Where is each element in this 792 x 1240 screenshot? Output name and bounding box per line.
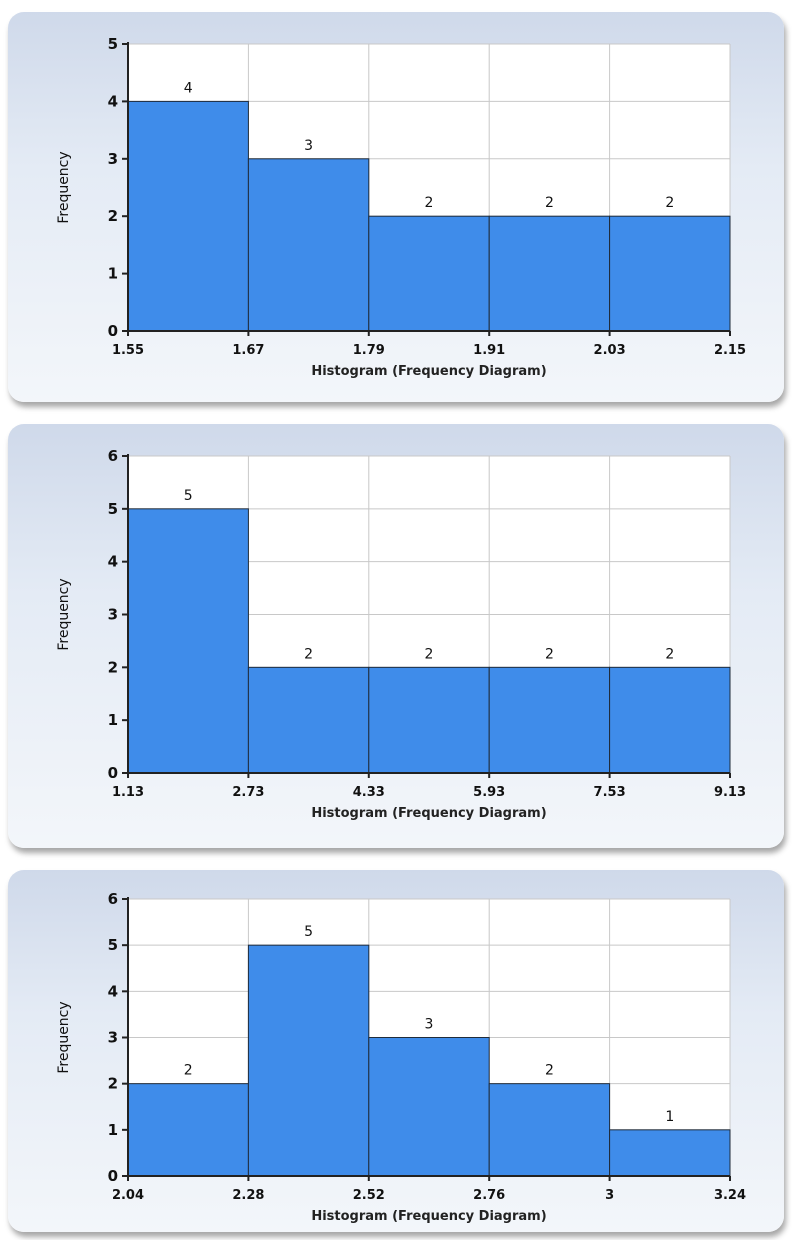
bar-data-label: 2	[425, 646, 434, 662]
x-tick-label: 2.28	[232, 1188, 264, 1203]
y-tick-label: 2	[108, 207, 118, 225]
bar-data-label: 2	[545, 195, 554, 211]
y-tick-label: 2	[108, 658, 118, 676]
x-tick-label: 2.76	[473, 1188, 505, 1203]
y-axis-title: Frequency	[56, 578, 72, 650]
bar-data-label: 5	[184, 488, 193, 504]
histogram-chart-1: 4 3 2 2 2 0 1 2 3 4 5 1.55 1.67 1.79 1.91 2.03 2.15 Histo…	[56, 35, 746, 379]
y-axis-title: Frequency	[56, 151, 72, 223]
bar-data-label: 2	[665, 195, 674, 211]
y-tick-label: 1	[108, 1121, 118, 1139]
bar-data-label: 4	[184, 80, 193, 96]
x-tick-label: 2.15	[714, 343, 746, 358]
x-tick-label: 4.33	[353, 785, 385, 800]
x-tick-label: 5.93	[473, 785, 505, 800]
x-tick-label: 9.13	[714, 785, 746, 800]
y-tick-label: 0	[108, 322, 118, 340]
bar-data-label: 3	[304, 138, 313, 154]
x-tick-label: 1.55	[112, 343, 144, 358]
x-axis-title: Histogram (Frequency Diagram)	[311, 806, 546, 821]
x-tick-label: 1.13	[112, 785, 144, 800]
histogram-bar	[368, 1037, 490, 1177]
y-tick-label: 1	[108, 711, 118, 729]
x-axis-title: Histogram (Frequency Diagram)	[311, 1209, 546, 1224]
y-tick-label: 5	[108, 500, 118, 518]
bar-data-label: 2	[545, 646, 554, 662]
histogram-bar	[127, 100, 249, 332]
y-tick-label: 5	[108, 936, 118, 954]
histogram-bar	[127, 1083, 249, 1177]
y-tick-label: 3	[108, 150, 118, 168]
bar-data-label: 3	[425, 1017, 434, 1033]
histogram-bar	[368, 666, 490, 774]
bar-data-label: 5	[304, 924, 313, 940]
histogram-bar	[488, 1083, 611, 1177]
y-tick-label: 4	[108, 982, 118, 1000]
x-axis-title: Histogram (Frequency Diagram)	[311, 364, 546, 379]
x-tick-label: 3	[605, 1188, 614, 1203]
histogram-bar	[609, 1129, 731, 1177]
histogram-bar	[368, 215, 490, 332]
bar-data-label: 2	[304, 646, 313, 662]
histogram-bar	[609, 666, 731, 774]
y-tick-label: 0	[108, 1167, 118, 1185]
histogram-bar	[488, 215, 611, 332]
x-tick-label: 7.53	[594, 785, 626, 800]
y-tick-label: 4	[108, 92, 118, 110]
histogram-chart-2: 5 2 2 2 2 0 1 2 3 4 5 6 1.13 2.73 4.33 5.93 7.53 9.13 Hist…	[56, 447, 746, 821]
y-tick-label: 3	[108, 606, 118, 624]
histogram-bar	[488, 666, 611, 774]
y-tick-label: 5	[108, 35, 118, 53]
bar-data-label: 2	[184, 1063, 193, 1079]
bar-data-label: 2	[425, 195, 434, 211]
x-tick-label: 2.52	[353, 1188, 385, 1203]
bar-data-label: 1	[665, 1109, 674, 1125]
y-tick-label: 6	[108, 890, 118, 908]
x-tick-label: 3.24	[714, 1188, 746, 1203]
x-tick-label: 1.67	[232, 343, 264, 358]
bar-data-label: 2	[545, 1063, 554, 1079]
x-tick-label: 1.91	[473, 343, 505, 358]
y-tick-label: 3	[108, 1029, 118, 1047]
y-tick-label: 6	[108, 447, 118, 465]
histogram-bar	[247, 158, 370, 332]
histogram-panel-3: 2 5 3 2 1 0 1 2 3 4 5 6 2.04 2.28 2.52 2.76 3 3.24 Histogr…	[8, 870, 784, 1232]
histogram-chart-3: 2 5 3 2 1 0 1 2 3 4 5 6 2.04 2.28 2.52 2.76 3 3.24 Histogr…	[56, 890, 746, 1224]
histogram-bar	[609, 215, 731, 332]
x-tick-label: 2.04	[112, 1188, 144, 1203]
x-tick-label: 1.79	[353, 343, 385, 358]
histogram-panel-1: 4 3 2 2 2 0 1 2 3 4 5 1.55 1.67 1.79 1.91 2.03 2.15 Histo…	[8, 12, 784, 402]
bar-data-label: 2	[665, 646, 674, 662]
histogram-bar	[247, 944, 370, 1177]
x-tick-label: 2.03	[594, 343, 626, 358]
y-tick-label: 0	[108, 764, 118, 782]
x-tick-label: 2.73	[232, 785, 264, 800]
y-tick-label: 4	[108, 553, 118, 571]
histogram-bar	[127, 508, 249, 774]
y-tick-label: 2	[108, 1075, 118, 1093]
y-tick-label: 1	[108, 265, 118, 283]
y-axis-title: Frequency	[56, 1001, 72, 1073]
histogram-bar	[247, 666, 370, 774]
histogram-panel-2: 5 2 2 2 2 0 1 2 3 4 5 6 1.13 2.73 4.33 5.93 7.53 9.13 Hist…	[8, 424, 784, 848]
